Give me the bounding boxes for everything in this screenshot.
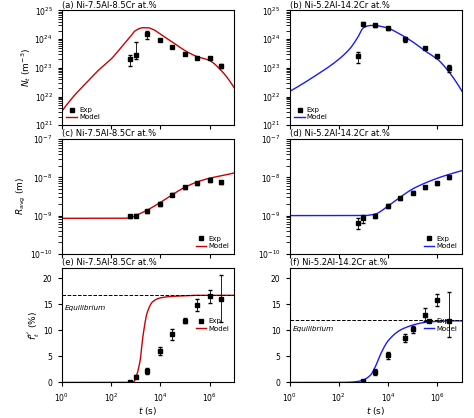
Text: (b) Ni-5.2Al-14.2Cr at.%: (b) Ni-5.2Al-14.2Cr at.% — [290, 1, 389, 10]
Legend: Exp, Model: Exp, Model — [422, 234, 459, 250]
Legend: Exp, Model: Exp, Model — [195, 234, 231, 250]
X-axis label: $t\ \mathrm{(s)}$: $t\ \mathrm{(s)}$ — [366, 405, 385, 417]
X-axis label: $t\ \mathrm{(s)}$: $t\ \mathrm{(s)}$ — [138, 405, 158, 417]
Y-axis label: $R_\mathrm{avg}\ \mathrm{(m)}$: $R_\mathrm{avg}\ \mathrm{(m)}$ — [15, 178, 28, 215]
Text: (d) Ni-5.2Al-14.2Cr at.%: (d) Ni-5.2Al-14.2Cr at.% — [290, 129, 389, 138]
Text: (c) Ni-7.5Al-8.5Cr at.%: (c) Ni-7.5Al-8.5Cr at.% — [62, 129, 156, 138]
Text: Equilibrium: Equilibrium — [64, 306, 106, 311]
Legend: Exp, Model: Exp, Model — [65, 106, 101, 122]
Y-axis label: $f_t^{\gamma^\prime}\ \mathrm{(\%)}$: $f_t^{\gamma^\prime}\ \mathrm{(\%)}$ — [25, 311, 42, 340]
Legend: Exp, Model: Exp, Model — [293, 106, 329, 122]
Text: (e) Ni-7.5Al-8.5Cr at.%: (e) Ni-7.5Al-8.5Cr at.% — [62, 258, 156, 267]
Legend: Exp, Model: Exp, Model — [195, 317, 231, 333]
Legend: Exp, Model: Exp, Model — [422, 317, 459, 333]
Text: Equilibrium: Equilibrium — [292, 326, 334, 332]
Y-axis label: $N_t\ \mathrm{(m^{-3})}$: $N_t\ \mathrm{(m^{-3})}$ — [19, 48, 33, 87]
Text: (a) Ni-7.5Al-8.5Cr at.%: (a) Ni-7.5Al-8.5Cr at.% — [62, 1, 156, 10]
Text: (f) Ni-5.2Al-14.2Cr at.%: (f) Ni-5.2Al-14.2Cr at.% — [290, 258, 387, 267]
